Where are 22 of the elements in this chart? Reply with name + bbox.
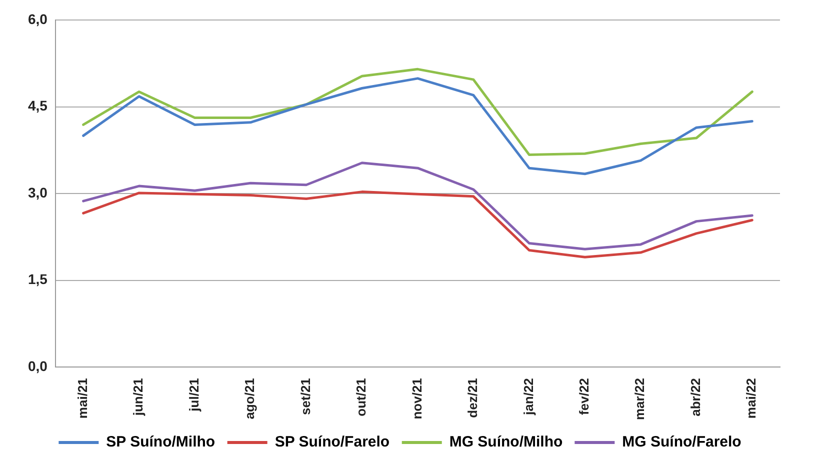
x-tick-label: jul/21: [186, 378, 202, 412]
y-tick-label: 3,0: [28, 184, 48, 200]
x-tick-label: mai/21: [74, 378, 90, 419]
x-tick-label: jun/21: [130, 378, 146, 417]
legend-label: SP Suíno/Milho: [106, 434, 216, 451]
x-tick-label: nov/21: [409, 378, 424, 420]
x-tick-label: fev/22: [576, 378, 592, 415]
y-tick-label: 4,5: [28, 98, 48, 114]
legend-label: MG Suíno/Milho: [449, 434, 563, 451]
x-tick-label: set/21: [298, 378, 313, 415]
x-tick-label: ago/21: [242, 378, 258, 420]
legend-label: SP Suíno/Farelo: [274, 434, 390, 451]
y-tick-label: 0,0: [28, 358, 48, 374]
y-tick-label: 6,0: [28, 10, 48, 27]
x-tick-label: jan/22: [520, 378, 536, 416]
x-tick-label: mar/22: [632, 378, 648, 420]
x-tick-label: out/21: [354, 378, 369, 416]
x-tick-label: mai/22: [744, 378, 759, 419]
x-tick-label: abr/22: [688, 378, 703, 416]
y-tick-label: 1,5: [28, 271, 48, 288]
x-tick-label: dez/21: [465, 378, 480, 418]
legend-label: MG Suíno/Farelo: [622, 434, 742, 451]
